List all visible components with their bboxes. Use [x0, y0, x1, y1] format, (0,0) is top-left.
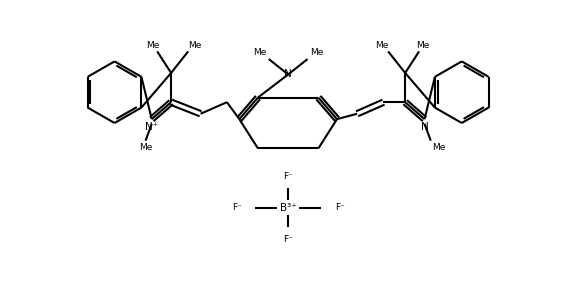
Text: Me: Me: [146, 41, 160, 50]
Text: Me: Me: [416, 41, 430, 50]
Text: F⁻: F⁻: [283, 235, 293, 244]
Text: N⁺: N⁺: [145, 122, 158, 132]
Text: B³⁺: B³⁺: [280, 203, 297, 213]
Text: F⁻: F⁻: [283, 172, 293, 181]
Text: F⁻: F⁻: [334, 203, 345, 212]
Text: Me: Me: [375, 41, 388, 50]
Text: Me: Me: [187, 41, 201, 50]
Text: Me: Me: [139, 143, 152, 152]
Text: N: N: [421, 122, 428, 132]
Text: Me: Me: [253, 48, 266, 57]
Text: Me: Me: [432, 143, 446, 152]
Text: N: N: [284, 69, 292, 79]
Text: F⁻: F⁻: [232, 203, 242, 212]
Text: Me: Me: [310, 48, 323, 57]
